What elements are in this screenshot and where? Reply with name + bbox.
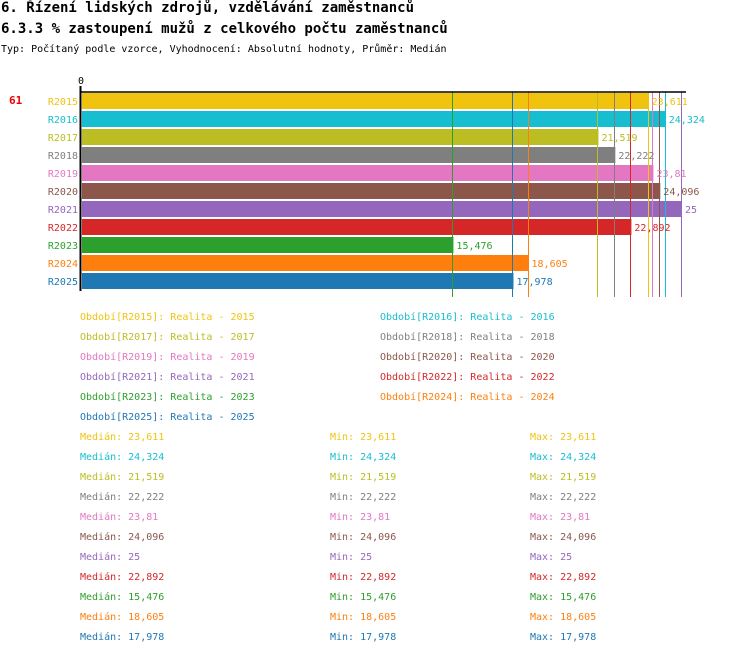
stat-median: Medián: 23,81 bbox=[80, 512, 159, 523]
stat-max: Max: 21,519 bbox=[530, 472, 597, 483]
stat-median: Medián: 25 bbox=[80, 552, 141, 563]
stat-max: Max: 15,476 bbox=[530, 592, 597, 603]
bar-R2024 bbox=[82, 255, 529, 271]
legend-item: Období[R2021]: Realita - 2021 bbox=[80, 372, 255, 383]
category-label: R2016 bbox=[48, 115, 78, 126]
value-label: 21,519 bbox=[601, 133, 637, 144]
bar-R2025 bbox=[82, 273, 514, 289]
stat-min: Min: 23,611 bbox=[330, 432, 397, 443]
stat-min: Min: 21,519 bbox=[330, 472, 397, 483]
stat-min: Min: 24,324 bbox=[330, 452, 397, 463]
rank-label: 61 bbox=[9, 94, 23, 107]
value-label: 25 bbox=[685, 205, 697, 216]
legend-item: Období[R2022]: Realita - 2022 bbox=[380, 372, 555, 383]
category-label: R2021 bbox=[48, 205, 78, 216]
value-label: 22,892 bbox=[634, 223, 670, 234]
stat-min: Min: 22,222 bbox=[330, 492, 397, 503]
stat-max: Max: 23,81 bbox=[530, 512, 591, 523]
category-label: R2022 bbox=[48, 223, 78, 234]
chart-title: 6.3.3 % zastoupení mužů z celkového počt… bbox=[1, 21, 448, 37]
legend-item: Období[R2025]: Realita - 2025 bbox=[80, 412, 255, 423]
stat-median: Medián: 24,324 bbox=[80, 452, 165, 463]
stat-min: Min: 23,81 bbox=[330, 512, 391, 523]
category-label: R2018 bbox=[48, 151, 78, 162]
stat-median: Medián: 24,096 bbox=[80, 532, 165, 543]
stat-min: Min: 24,096 bbox=[330, 532, 397, 543]
stat-max: Max: 24,096 bbox=[530, 532, 597, 543]
bar-R2019 bbox=[82, 165, 654, 181]
category-label: R2025 bbox=[48, 277, 78, 288]
page-title: 6. Řízení lidských zdrojů, vzdělávání za… bbox=[1, 0, 415, 16]
bar-R2020 bbox=[82, 183, 661, 199]
bar-R2018 bbox=[82, 147, 616, 163]
chart-meta: Typ: Počítaný podle vzorce, Vyhodnocení:… bbox=[1, 44, 447, 55]
stat-median: Medián: 22,222 bbox=[80, 492, 165, 503]
stat-min: Min: 22,892 bbox=[330, 572, 397, 583]
stat-max: Max: 22,222 bbox=[530, 492, 597, 503]
stat-min: Min: 25 bbox=[330, 552, 373, 563]
legend-item: Období[R2016]: Realita - 2016 bbox=[380, 312, 555, 323]
value-label: 24,324 bbox=[669, 115, 705, 126]
stat-median: Medián: 15,476 bbox=[80, 592, 165, 603]
stat-min: Min: 17,978 bbox=[330, 632, 397, 643]
bar-R2017 bbox=[82, 129, 599, 145]
category-label: R2017 bbox=[48, 133, 78, 144]
stat-max: Max: 17,978 bbox=[530, 632, 597, 643]
value-label: 23,611 bbox=[652, 97, 688, 108]
value-label: 24,096 bbox=[663, 187, 699, 198]
legend-item: Období[R2015]: Realita - 2015 bbox=[80, 312, 255, 323]
bar-R2016 bbox=[82, 111, 666, 127]
bar-R2015 bbox=[82, 93, 649, 109]
stat-max: Max: 23,611 bbox=[530, 432, 597, 443]
stat-min: Min: 15,476 bbox=[330, 592, 397, 603]
legend-item: Období[R2020]: Realita - 2020 bbox=[380, 352, 555, 363]
legend-item: Období[R2024]: Realita - 2024 bbox=[380, 392, 555, 403]
value-label: 23,81 bbox=[656, 169, 686, 180]
category-label: R2024 bbox=[48, 259, 78, 270]
value-label: 15,476 bbox=[456, 241, 492, 252]
stat-max: Max: 24,324 bbox=[530, 452, 597, 463]
stat-max: Max: 18,605 bbox=[530, 612, 597, 623]
stat-median: Medián: 17,978 bbox=[80, 632, 165, 643]
x-tick-label: 0 bbox=[78, 76, 84, 87]
bar-R2023 bbox=[82, 237, 454, 253]
stat-min: Min: 18,605 bbox=[330, 612, 397, 623]
stat-median: Medián: 21,519 bbox=[80, 472, 165, 483]
category-label: R2023 bbox=[48, 241, 78, 252]
stat-median: Medián: 23,611 bbox=[80, 432, 165, 443]
legend-item: Období[R2018]: Realita - 2018 bbox=[380, 332, 555, 343]
value-label: 18,605 bbox=[532, 259, 568, 270]
category-label: R2019 bbox=[48, 169, 78, 180]
category-label: R2015 bbox=[48, 97, 78, 108]
legend-item: Období[R2019]: Realita - 2019 bbox=[80, 352, 255, 363]
legend-item: Období[R2023]: Realita - 2023 bbox=[80, 392, 255, 403]
value-label: 22,222 bbox=[618, 151, 654, 162]
bar-R2021 bbox=[82, 201, 682, 217]
stat-median: Medián: 18,605 bbox=[80, 612, 165, 623]
bar-R2022 bbox=[82, 219, 632, 235]
stat-max: Max: 22,892 bbox=[530, 572, 597, 583]
legend-item: Období[R2017]: Realita - 2017 bbox=[80, 332, 255, 343]
category-label: R2020 bbox=[48, 187, 78, 198]
value-label: 17,978 bbox=[516, 277, 552, 288]
stat-max: Max: 25 bbox=[530, 552, 573, 563]
stat-median: Medián: 22,892 bbox=[80, 572, 165, 583]
